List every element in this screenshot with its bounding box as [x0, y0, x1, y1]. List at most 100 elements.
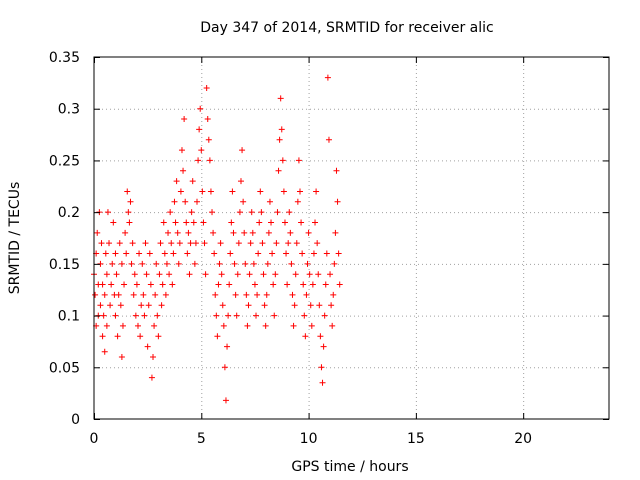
- data-point: [301, 312, 308, 319]
- data-point: [155, 333, 162, 340]
- y-axis-label: SRMTID / TECUs: [7, 182, 23, 295]
- data-point: [295, 157, 302, 164]
- data-point: [335, 250, 342, 257]
- data-point: [131, 271, 138, 278]
- data-point: [242, 260, 249, 267]
- data-point: [184, 250, 191, 257]
- data-point: [126, 219, 133, 226]
- data-point: [175, 260, 182, 267]
- data-point: [159, 281, 166, 288]
- data-point: [210, 229, 217, 236]
- data-point: [191, 260, 198, 267]
- data-point: [122, 229, 129, 236]
- data-point: [321, 312, 328, 319]
- y-tick-label: 0.1: [58, 309, 80, 325]
- data-point: [286, 209, 293, 216]
- data-point: [136, 250, 143, 257]
- axis-ticks: [94, 57, 609, 420]
- data-point: [173, 178, 180, 185]
- data-point: [265, 229, 272, 236]
- data-point: [153, 260, 160, 267]
- data-point: [101, 291, 108, 298]
- data-point: [185, 229, 192, 236]
- data-point: [167, 209, 174, 216]
- data-point: [114, 333, 121, 340]
- data-point: [209, 209, 216, 216]
- data-point: [103, 271, 110, 278]
- data-point: [117, 302, 124, 309]
- data-point: [336, 281, 343, 288]
- data-point: [228, 219, 235, 226]
- data-point: [224, 343, 231, 350]
- x-tick-label: 15: [407, 431, 425, 447]
- data-point: [203, 85, 210, 92]
- data-point: [99, 333, 106, 340]
- data-point: [194, 198, 200, 205]
- data-point: [121, 281, 128, 288]
- data-point: [332, 229, 339, 236]
- data-point: [188, 209, 195, 216]
- data-point: [182, 198, 189, 205]
- x-tick-label: 0: [90, 431, 99, 447]
- data-point: [285, 240, 292, 247]
- data-point: [306, 271, 313, 278]
- data-point: [197, 105, 204, 112]
- y-tick-label: 0.25: [49, 153, 80, 169]
- data-point: [268, 219, 275, 226]
- data-point: [323, 250, 330, 257]
- data-point: [225, 312, 232, 319]
- data-point: [216, 260, 223, 267]
- data-point: [176, 240, 183, 247]
- data-point: [142, 240, 149, 247]
- data-point: [123, 250, 130, 257]
- data-point: [303, 291, 310, 298]
- x-axis-label: GPS time / hours: [291, 459, 408, 475]
- data-point: [215, 281, 222, 288]
- data-point: [158, 302, 165, 309]
- data-point: [292, 271, 299, 278]
- data-point: [270, 281, 277, 288]
- data-point: [157, 240, 164, 247]
- data-point: [201, 240, 208, 247]
- data-point: [189, 178, 196, 185]
- y-tick-label: 0.15: [49, 257, 80, 273]
- data-point: [128, 260, 135, 267]
- data-point: [139, 260, 146, 267]
- data-point: [266, 198, 273, 205]
- data-point: [174, 229, 181, 236]
- data-point: [309, 281, 316, 288]
- data-point: [211, 250, 218, 257]
- data-point: [237, 178, 244, 185]
- data-point: [145, 302, 152, 309]
- data-point: [249, 229, 256, 236]
- data-point: [264, 260, 271, 267]
- data-point: [115, 291, 122, 298]
- data-point: [110, 219, 117, 226]
- data-point: [92, 291, 99, 298]
- data-point: [271, 312, 278, 319]
- y-tick-label: 0.35: [49, 50, 80, 66]
- data-point: [240, 198, 247, 205]
- data-point: [165, 229, 172, 236]
- data-point: [138, 302, 145, 309]
- data-point: [195, 157, 202, 164]
- data-point: [218, 271, 225, 278]
- data-point: [330, 291, 337, 298]
- data-point: [250, 260, 257, 267]
- data-point: [112, 312, 119, 319]
- data-point: [141, 312, 148, 319]
- data-point: [262, 322, 269, 329]
- data-point: [168, 240, 175, 247]
- x-tick-label: 20: [514, 431, 532, 447]
- data-point: [244, 322, 251, 329]
- data-point: [329, 322, 336, 329]
- data-point: [219, 302, 226, 309]
- data-point: [226, 281, 233, 288]
- data-point: [107, 302, 114, 309]
- data-point: [97, 260, 104, 267]
- data-point: [324, 74, 331, 81]
- data-point: [186, 271, 193, 278]
- y-tick-label: 0.3: [58, 102, 80, 118]
- data-point: [283, 250, 290, 257]
